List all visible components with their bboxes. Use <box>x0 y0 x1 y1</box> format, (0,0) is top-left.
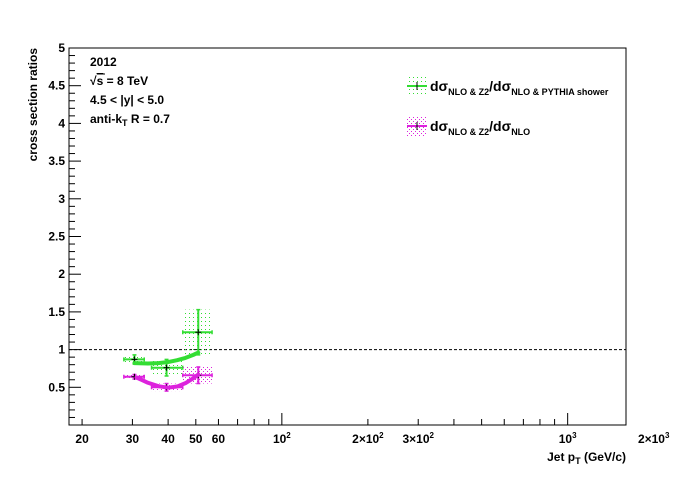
x-tick-label: 30 <box>126 432 140 446</box>
legend-entry-1: dσNLO & Z2/dσNLO & PYTHIA shower <box>407 76 609 97</box>
x-tick-label: 103 <box>559 431 577 446</box>
info-line: √s = 8 TeV <box>90 74 148 88</box>
info-line: anti-kT R = 0.7 <box>90 112 170 128</box>
legend-label: dσNLO & Z2/dσNLO & PYTHIA shower <box>430 78 609 97</box>
y-axis: 0.5 1 1.5 2 2.5 3 3.5 4 4.5 5 <box>48 41 81 426</box>
x-axis-label: Jet pT (GeV/c) <box>547 450 626 466</box>
x-tick-label: 20 <box>75 432 89 446</box>
y-axis-label: cross section ratios <box>26 48 40 162</box>
x-tick-label: 60 <box>212 432 226 446</box>
series-1 <box>123 308 213 377</box>
fit-curve <box>134 372 201 390</box>
y-tick-label: 5 <box>58 41 65 55</box>
legend-entry-2: dσNLO & Z2/dσNLO <box>407 116 530 137</box>
x-axis: 20 30 40 50 60 102 2×102 3×102 103 2×103 <box>75 413 670 446</box>
y-tick-label: 3 <box>58 192 65 206</box>
x-tick-label: 50 <box>189 432 203 446</box>
x-tick-label: 40 <box>161 432 175 446</box>
y-tick-label: 2 <box>58 267 65 281</box>
y-tick-label: 4.5 <box>48 79 65 93</box>
fit-curve <box>132 350 201 366</box>
y-tick-label: 0.5 <box>48 380 65 394</box>
info-line: 2012 <box>90 55 117 69</box>
legend-label: dσNLO & Z2/dσNLO <box>430 118 530 137</box>
data-series <box>123 308 213 392</box>
y-tick-label: 2.5 <box>48 230 65 244</box>
y-tick-label: 1.5 <box>48 305 65 319</box>
y-tick-label: 1 <box>58 343 65 357</box>
legend: dσNLO & Z2/dσNLO & PYTHIA shower dσNLO & … <box>407 76 609 137</box>
info-text-block: 2012 √s = 8 TeV 4.5 < |y| < 5.0 anti-kT R =… <box>90 55 170 128</box>
series-2 <box>123 366 213 392</box>
y-tick-label: 4 <box>58 116 65 130</box>
x-tick-label: 3×102 <box>402 431 434 446</box>
x-tick-label: 2×103 <box>638 431 670 446</box>
info-line: 4.5 < |y| < 5.0 <box>90 93 164 107</box>
x-tick-label: 102 <box>273 431 291 446</box>
x-tick-label: 2×102 <box>352 431 384 446</box>
y-tick-label: 3.5 <box>48 154 65 168</box>
